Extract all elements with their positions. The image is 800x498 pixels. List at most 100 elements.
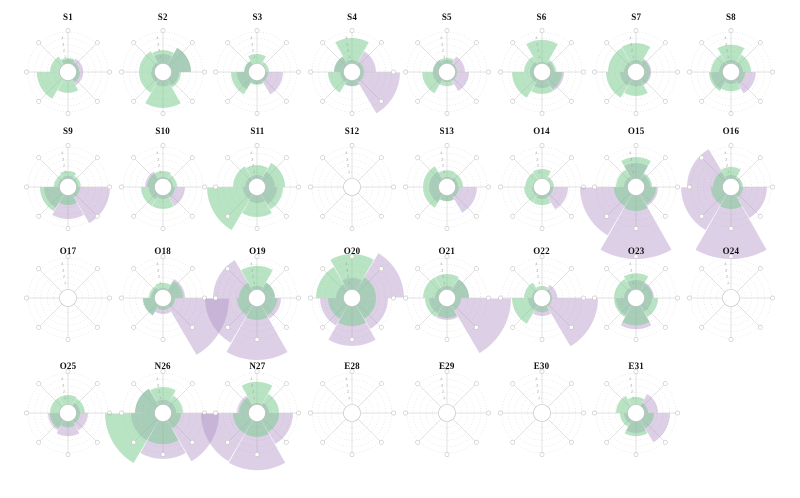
radial-gridline (217, 257, 298, 339)
green-petal (166, 413, 181, 429)
green-petal (451, 72, 457, 81)
radial-tick-label: 2 (158, 275, 160, 279)
green-petal (735, 72, 745, 85)
radial-tick-label: 4 (630, 262, 632, 266)
radial-gridline (311, 146, 393, 228)
radial-gridline (621, 57, 651, 87)
subplot-title: S9 (63, 126, 73, 136)
radial-tick-label: 4 (345, 377, 347, 381)
spoke-tip-marker (24, 295, 29, 301)
radial-tick-label: 2 (537, 49, 539, 53)
angular-gridline (228, 43, 252, 66)
radial-tick-label: 1 (159, 55, 161, 59)
purple-petal (48, 413, 64, 431)
radial-gridline (242, 283, 273, 313)
radial-tick-label: 1 (64, 170, 66, 174)
radial-tick-label: 1 (727, 170, 729, 174)
polar-rose-chart: 1 2 3 4 (118, 254, 229, 355)
polar-rose-chart: 1 2 3 4 (402, 28, 491, 116)
angular-gridline (513, 78, 536, 101)
spoke-tip-marker (757, 155, 763, 161)
radial-tick-label: 3 (630, 157, 632, 161)
angular-gridline (263, 43, 286, 66)
angular-gridline (323, 304, 346, 327)
purple-petal (451, 298, 511, 354)
spoke-tip-marker (378, 155, 384, 161)
spoke-tip-marker (539, 226, 544, 231)
angular-gridline (547, 158, 570, 181)
spoke-tip-marker (296, 184, 302, 190)
spoke-tip-marker (699, 40, 704, 46)
radial-tick-label: 2 (537, 164, 539, 168)
angular-gridline (358, 269, 381, 292)
radial-tick-label: 3 (62, 42, 64, 46)
green-petal (50, 413, 64, 429)
subplot-S5: 1 2 3 4 S5 (362, 0, 532, 157)
angular-gridline (547, 269, 570, 292)
spoke-tip-marker (378, 213, 384, 219)
green-petal (151, 50, 174, 65)
angular-gridline (168, 43, 192, 66)
radial-tick-label: 4 (440, 151, 442, 155)
spoke-tip-marker (160, 337, 166, 342)
radial-gridline (148, 57, 178, 87)
radial-tick-label: 3 (252, 157, 254, 161)
purple-petal (320, 298, 348, 326)
angular-gridline (134, 419, 157, 442)
spoke-tip-marker (757, 98, 763, 104)
subplot-S2: 1 2 3 4 S2 (78, 0, 248, 157)
radial-gridline (520, 276, 563, 320)
radial-gridline (324, 44, 380, 100)
radial-gridline (514, 385, 569, 441)
radial-tick-label: 4 (630, 377, 632, 381)
purple-petal (261, 72, 284, 95)
radial-tick-label: 1 (159, 281, 161, 285)
spoke-tip-marker (36, 266, 42, 272)
radial-gridline (526, 283, 557, 313)
subplot-O14: 1 2 3 4 O14 (457, 102, 627, 272)
radial-gridline (514, 270, 569, 326)
spoke-tip-marker (604, 439, 610, 445)
polar-rose-chart: 1 2 3 4 (402, 369, 491, 457)
spoke-tip-marker (497, 410, 503, 416)
spoke-tip-marker (213, 295, 219, 301)
polar-rose-chart: 1 2 3 4 (592, 369, 681, 457)
subplot-title: O24 (722, 246, 740, 256)
purple-petal (440, 286, 453, 291)
radial-gridline (122, 257, 203, 339)
angular-gridline (323, 78, 346, 101)
spoke-tip-marker (201, 184, 207, 190)
green-petal (640, 413, 655, 429)
radial-gridline (40, 385, 96, 441)
spoke-tip-marker (444, 254, 450, 259)
green-petal (532, 194, 551, 206)
spoke-tip-marker (349, 143, 355, 148)
spoke-tip-marker (160, 369, 166, 374)
radial-gridline (229, 159, 285, 215)
spoke-tip-marker (349, 111, 355, 116)
purple-petal (531, 289, 538, 298)
radial-tick-label: 3 (157, 383, 159, 387)
green-petal (261, 187, 284, 210)
radial-tick-label: 1 (348, 55, 350, 59)
spoke-tip-marker (592, 69, 598, 75)
green-petal (148, 285, 159, 298)
green-petal (720, 194, 742, 209)
subplot-title: O18 (154, 246, 171, 256)
angular-gridline (323, 43, 346, 66)
radial-gridline (324, 385, 380, 441)
spoke-tip-marker (699, 155, 704, 161)
spoke-tip-marker (284, 439, 290, 445)
green-petal (451, 63, 457, 72)
purple-petal (166, 72, 179, 86)
radial-gridline (236, 391, 279, 435)
spoke-tip-marker (663, 439, 668, 445)
radial-gridline (709, 50, 752, 94)
spoke-tip-marker (444, 111, 450, 116)
radial-gridline (217, 146, 298, 228)
spoke-tip-marker (485, 69, 491, 75)
purple-petal (616, 298, 632, 316)
radial-tick-label: 3 (62, 383, 64, 387)
radial-gridline (615, 50, 658, 94)
subplot-O24: 1 2 3 4 O24 (646, 213, 800, 383)
